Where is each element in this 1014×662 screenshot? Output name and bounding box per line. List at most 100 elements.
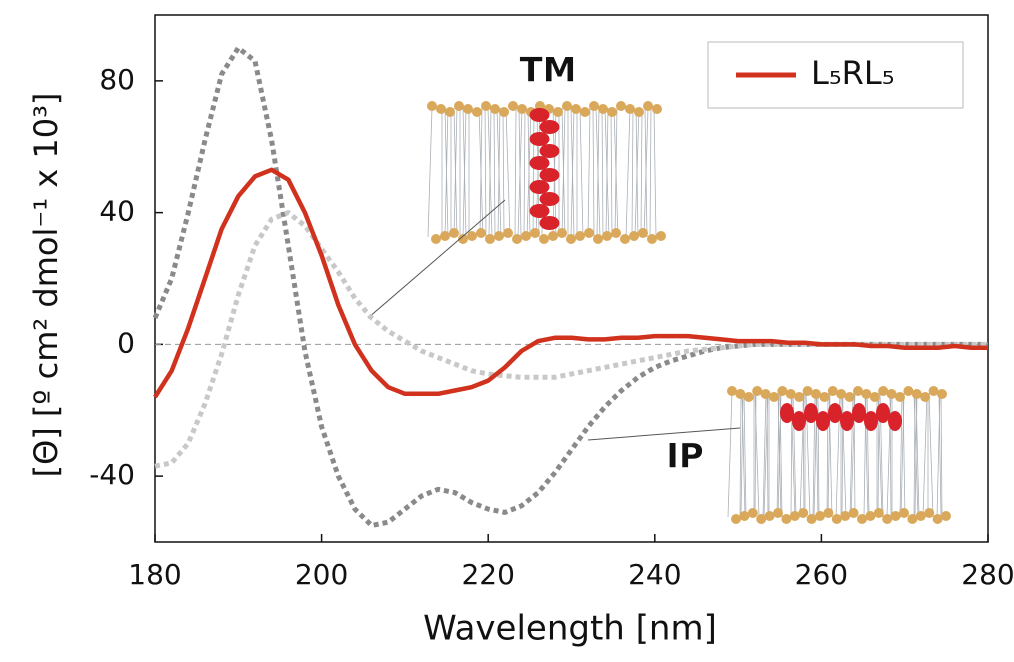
lipid-head — [593, 234, 603, 244]
y-tick-label: 40 — [99, 195, 135, 228]
curve-annotation: IP — [666, 437, 704, 477]
lipid-tail — [649, 107, 652, 238]
lipid-tail — [766, 392, 769, 518]
lipid-tail — [928, 392, 934, 518]
lipid-tail — [644, 107, 648, 238]
helix-turn — [780, 403, 794, 423]
curve-annotation: TM — [519, 51, 576, 91]
lipid-head — [932, 514, 943, 524]
lipid-tail — [802, 392, 805, 518]
lipid-head — [616, 101, 626, 111]
lipid-head — [584, 228, 594, 238]
helix-turn — [529, 180, 550, 194]
lipid-tail — [453, 107, 458, 238]
lipid-head — [836, 389, 847, 399]
lipid-head — [449, 228, 459, 238]
lipid-head — [848, 508, 859, 518]
lipid-tail — [604, 107, 610, 238]
lipid-tail — [561, 107, 566, 238]
lipid-head — [853, 386, 863, 396]
lipid-head — [589, 101, 599, 111]
lipid-tail — [640, 107, 643, 238]
helix-turn — [888, 411, 902, 431]
lipid-tail — [518, 107, 522, 238]
lipid-tail — [938, 392, 942, 518]
lipid-tail — [610, 107, 613, 238]
lipid-head — [899, 508, 909, 518]
lipid-head — [503, 228, 513, 238]
lipid-tail — [777, 392, 782, 518]
lipid-head — [562, 101, 572, 111]
lipid-tail — [902, 392, 906, 518]
lipid-tail — [502, 107, 505, 238]
lipid-tail — [523, 107, 526, 238]
lipid-head — [777, 386, 788, 396]
lipid-head — [656, 231, 666, 241]
lipid-head — [611, 228, 621, 238]
lipid-head — [557, 228, 567, 238]
lipid-head — [764, 511, 775, 521]
lipid-head — [785, 389, 796, 399]
helix-turn — [864, 411, 878, 431]
lipid-head — [440, 231, 450, 241]
lipid-head — [476, 228, 486, 238]
lipid-tail — [487, 107, 493, 238]
lipid-head — [794, 392, 805, 402]
helix-turn — [529, 132, 550, 146]
lipid-head — [598, 104, 608, 114]
lipid-head — [823, 508, 834, 518]
lipid-head — [575, 231, 585, 241]
lipid-tail — [587, 107, 591, 238]
lipid-head — [458, 234, 468, 244]
lipid-head — [920, 392, 931, 402]
lipid-tail — [444, 107, 449, 238]
helix-turn — [539, 216, 560, 230]
helix-turn — [876, 403, 890, 423]
connector — [587, 427, 741, 441]
lipid-tail — [595, 107, 601, 238]
lipid-head — [760, 389, 771, 399]
lipid-head — [873, 508, 884, 518]
lipid-head — [890, 511, 901, 521]
lipid-head — [769, 392, 779, 402]
helix-turn — [828, 403, 842, 423]
lipid-head — [553, 107, 563, 117]
lipid-tail — [570, 107, 575, 238]
lipid-head — [819, 392, 830, 402]
lipid-head — [638, 228, 648, 238]
lipid-tail — [913, 392, 919, 518]
lipid-head — [602, 231, 612, 241]
lipid-head — [915, 511, 926, 521]
lipid-head — [861, 389, 872, 399]
lipid-head — [878, 386, 889, 396]
lipid-tail — [514, 107, 517, 238]
lipid-head — [499, 107, 509, 117]
lipid-tail — [505, 107, 511, 238]
lipid-head — [485, 234, 495, 244]
lipid-head — [625, 104, 635, 114]
helix-turn — [840, 411, 854, 431]
helix-turn — [539, 192, 560, 206]
lipid-tail — [940, 392, 943, 518]
lipid-tail — [762, 392, 767, 518]
y-tick-label: 0 — [117, 326, 135, 359]
helix-turn — [539, 120, 560, 134]
lipid-head — [928, 386, 939, 396]
helix-turn — [529, 108, 550, 122]
lipid-head — [467, 231, 477, 241]
lipid-head — [481, 101, 491, 111]
lipid-head — [490, 104, 500, 114]
helix-turn — [529, 156, 550, 170]
lipid-head — [802, 386, 813, 396]
lipid-tail — [493, 107, 496, 238]
lipid-tail — [743, 392, 747, 518]
lipid-tail — [826, 392, 829, 518]
connector — [367, 199, 506, 319]
lipid-head — [634, 107, 644, 117]
lipid-head — [530, 228, 540, 238]
lipid-head — [937, 389, 947, 399]
lipid-head — [643, 101, 653, 111]
lipid-head — [571, 104, 581, 114]
helix-turn — [792, 411, 806, 431]
